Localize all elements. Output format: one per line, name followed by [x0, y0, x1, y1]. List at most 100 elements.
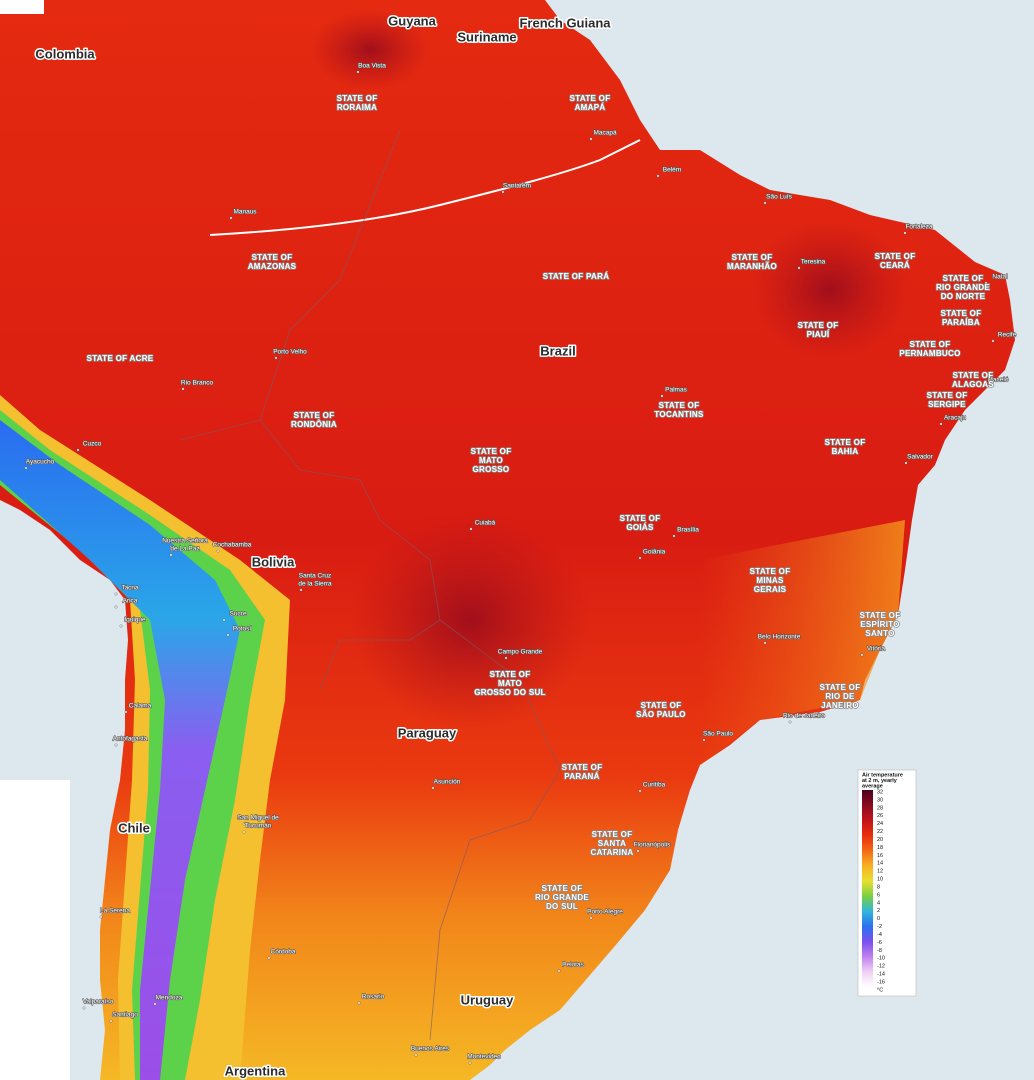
city-label: Santarém — [503, 183, 531, 190]
state-label: ALAGOAS — [952, 380, 994, 389]
state-label: MATO — [479, 456, 503, 465]
city-dot — [109, 1019, 113, 1023]
state-label: RIO GRANDE — [535, 893, 589, 902]
city-label: Cuiabá — [475, 520, 496, 527]
coastal-warm-zone — [560, 520, 905, 930]
legend-tick-label: -12 — [877, 964, 885, 970]
city-label: Porto Alegre — [587, 909, 623, 916]
city-dot — [991, 339, 995, 343]
city-dot — [99, 915, 103, 919]
city-dot — [589, 916, 593, 920]
legend-tick-label: -4 — [877, 932, 882, 938]
legend-tick-label: 26 — [877, 813, 883, 819]
city-dot — [636, 849, 640, 853]
andes-high — [0, 420, 240, 1080]
state-label: STATE OF — [820, 683, 861, 692]
city-dot — [982, 384, 986, 388]
city-label: Arica — [123, 598, 138, 605]
state-label: STATE OF — [641, 701, 682, 710]
city-label: Teresina — [801, 259, 826, 266]
city-dot — [229, 216, 233, 220]
city-label: Antofagasta — [113, 736, 148, 743]
city-label: Pelotas — [562, 962, 584, 969]
city-label: Tacna — [121, 585, 139, 592]
legend-title: average — [862, 783, 883, 789]
city-dot — [939, 422, 943, 426]
city-label: Sucre — [230, 611, 247, 618]
city-label: Rosario — [362, 994, 385, 1001]
city-label: Valparaíso — [83, 999, 114, 1006]
city-dot — [469, 527, 473, 531]
city-label: Potosí — [233, 626, 252, 633]
city-label: Porto Velho — [273, 349, 307, 356]
state-label: ESPÍRITO — [860, 620, 900, 629]
city-dot — [984, 281, 988, 285]
state-label: STATE OF — [825, 438, 866, 447]
city-dot — [124, 710, 128, 714]
city-label: Iquique — [124, 617, 146, 624]
city-label: Salvador — [907, 454, 933, 461]
state-label: STATE OF — [941, 309, 982, 318]
city-dot — [660, 394, 664, 398]
city-dot — [299, 588, 303, 592]
state-label: STATE OF — [659, 401, 700, 410]
legend-title: at 2 m, yearly — [862, 778, 898, 784]
legend-tick-label: 12 — [877, 869, 883, 875]
city-dot — [504, 656, 508, 660]
city-dot — [119, 624, 123, 628]
city-label: Santiago — [112, 1012, 138, 1019]
city-label: Asunción — [434, 779, 461, 786]
city-label: Recife — [998, 332, 1017, 339]
city-dot — [226, 633, 230, 637]
state-label: STATE OF — [592, 830, 633, 839]
state-label: STATE OF — [542, 884, 583, 893]
city-label: Belém — [663, 167, 681, 174]
city-dot — [797, 266, 801, 270]
city-dot — [468, 1061, 472, 1065]
legend-tick-label: -6 — [877, 940, 882, 946]
state-label: MARANHÃO — [727, 262, 777, 271]
city-label: Buenos Aires — [411, 1046, 450, 1053]
city-label: de La Paz — [170, 546, 199, 553]
city-label: Santa Cruz — [299, 573, 332, 580]
city-dot — [788, 720, 792, 724]
city-label: Fortaleza — [905, 224, 932, 231]
state-label: PARAÍBA — [942, 318, 980, 327]
city-dot — [702, 738, 706, 742]
legend-tick-label: 24 — [877, 821, 883, 827]
city-label: Mendoza — [156, 995, 183, 1002]
state-label: STATE OF — [910, 340, 951, 349]
state-label: AMAZONAS — [248, 262, 297, 271]
state-label: STATE OF — [875, 252, 916, 261]
city-dot — [114, 605, 118, 609]
city-label: Goiânia — [643, 549, 666, 556]
legend-tick-label: 8 — [877, 884, 880, 890]
city-dot — [169, 553, 173, 557]
missing-image-area — [0, 0, 44, 14]
state-label: RIO DE — [825, 692, 855, 701]
city-label: Tucumán — [245, 823, 272, 830]
state-label: RONDÔNIA — [291, 420, 337, 429]
missing-image-area — [0, 780, 70, 1080]
state-label: STATE OF — [252, 253, 293, 262]
state-label: STATE OF — [562, 763, 603, 772]
city-dot — [216, 549, 220, 553]
state-label: DO NORTE — [941, 292, 986, 301]
legend-tick-label: 4 — [877, 900, 880, 906]
city-dot — [76, 448, 80, 452]
city-dot — [274, 356, 278, 360]
state-label: GERAIS — [754, 585, 787, 594]
state-label: PERNAMBUCO — [899, 349, 960, 358]
country-label: Brazil — [540, 343, 575, 358]
city-dot — [656, 174, 660, 178]
city-dot — [557, 969, 561, 973]
legend-tick-label: 0 — [877, 916, 880, 922]
legend-title: Air temperature — [862, 772, 903, 778]
state-label: AMAPÁ — [575, 103, 606, 112]
city-label: Vitória — [867, 646, 886, 653]
city-dot — [501, 190, 505, 194]
state-label: STATE OF — [337, 94, 378, 103]
city-dot — [222, 618, 226, 622]
city-label: Natal — [992, 274, 1008, 281]
state-label: STATE OF — [732, 253, 773, 262]
